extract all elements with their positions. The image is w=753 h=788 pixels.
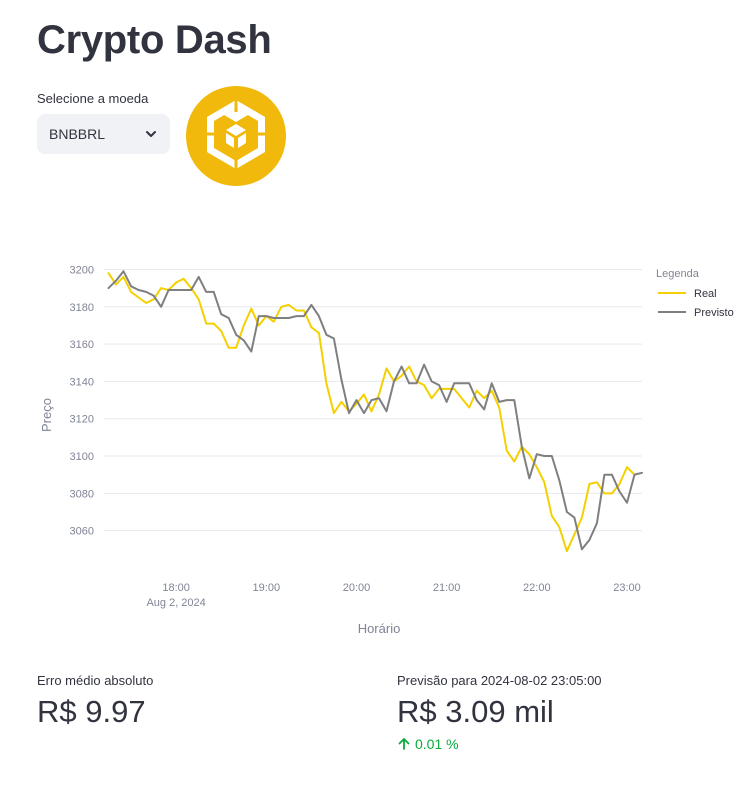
mae-metric: Erro médio absoluto R$ 9.97	[37, 673, 153, 730]
forecast-label: Previsão para 2024-08-02 23:05:00	[397, 673, 602, 688]
page-title: Crypto Dash	[37, 18, 272, 62]
mae-value: R$ 9.97	[37, 694, 146, 729]
legend-title: Legenda	[656, 268, 700, 280]
legend-label: Previsto	[694, 307, 734, 319]
forecast-delta-text: 0.01 %	[415, 736, 459, 752]
y-tick-label: 3200	[70, 264, 94, 276]
y-tick-label: 3100	[70, 451, 94, 463]
x-tick-label: 23:00	[613, 582, 641, 594]
y-tick-label: 3120	[70, 414, 94, 426]
y-tick-label: 3060	[70, 526, 94, 538]
forecast-metric: Previsão para 2024-08-02 23:05:00 R$ 3.0…	[397, 673, 602, 752]
y-tick-label: 3080	[70, 488, 94, 500]
coin-select[interactable]: BNBBRL	[37, 114, 170, 154]
x-tick-label: 21:00	[433, 582, 461, 594]
y-axis-title: Preço	[39, 398, 54, 432]
x-tick-label: 20:00	[343, 582, 371, 594]
forecast-delta: 0.01 %	[397, 736, 602, 752]
x-tick-label: 18:00	[162, 582, 190, 594]
x-tick-label: 22:00	[523, 582, 551, 594]
mae-label: Erro médio absoluto	[37, 673, 154, 688]
arrow-up-icon	[398, 738, 410, 750]
x-tick-label: 19:00	[253, 582, 281, 594]
y-tick-label: 3140	[70, 376, 94, 388]
x-tick-sublabel: Aug 2, 2024	[146, 597, 205, 609]
price-chart-svg[interactable]: 3060 3080 3100 3120 3140 3160 3180 3200 18:00 Aug…	[0, 250, 753, 650]
legend-label: Real	[694, 288, 717, 300]
coin-select-label: Selecione a moeda	[37, 91, 149, 106]
coin-select-value: BNBBRL	[49, 126, 106, 142]
forecast-value: R$ 3.09 mil	[397, 694, 554, 729]
series-line-real	[107, 272, 636, 553]
x-axis-title: Horário	[358, 621, 401, 636]
series-line-previsto	[107, 270, 643, 551]
bnb-logo-icon	[186, 86, 286, 186]
y-tick-label: 3180	[70, 302, 94, 314]
y-tick-label: 3160	[70, 339, 94, 351]
price-chart[interactable]: 3060 3080 3100 3120 3140 3160 3180 3200 18:00 Aug…	[0, 250, 753, 650]
chevron-down-icon	[146, 131, 156, 137]
